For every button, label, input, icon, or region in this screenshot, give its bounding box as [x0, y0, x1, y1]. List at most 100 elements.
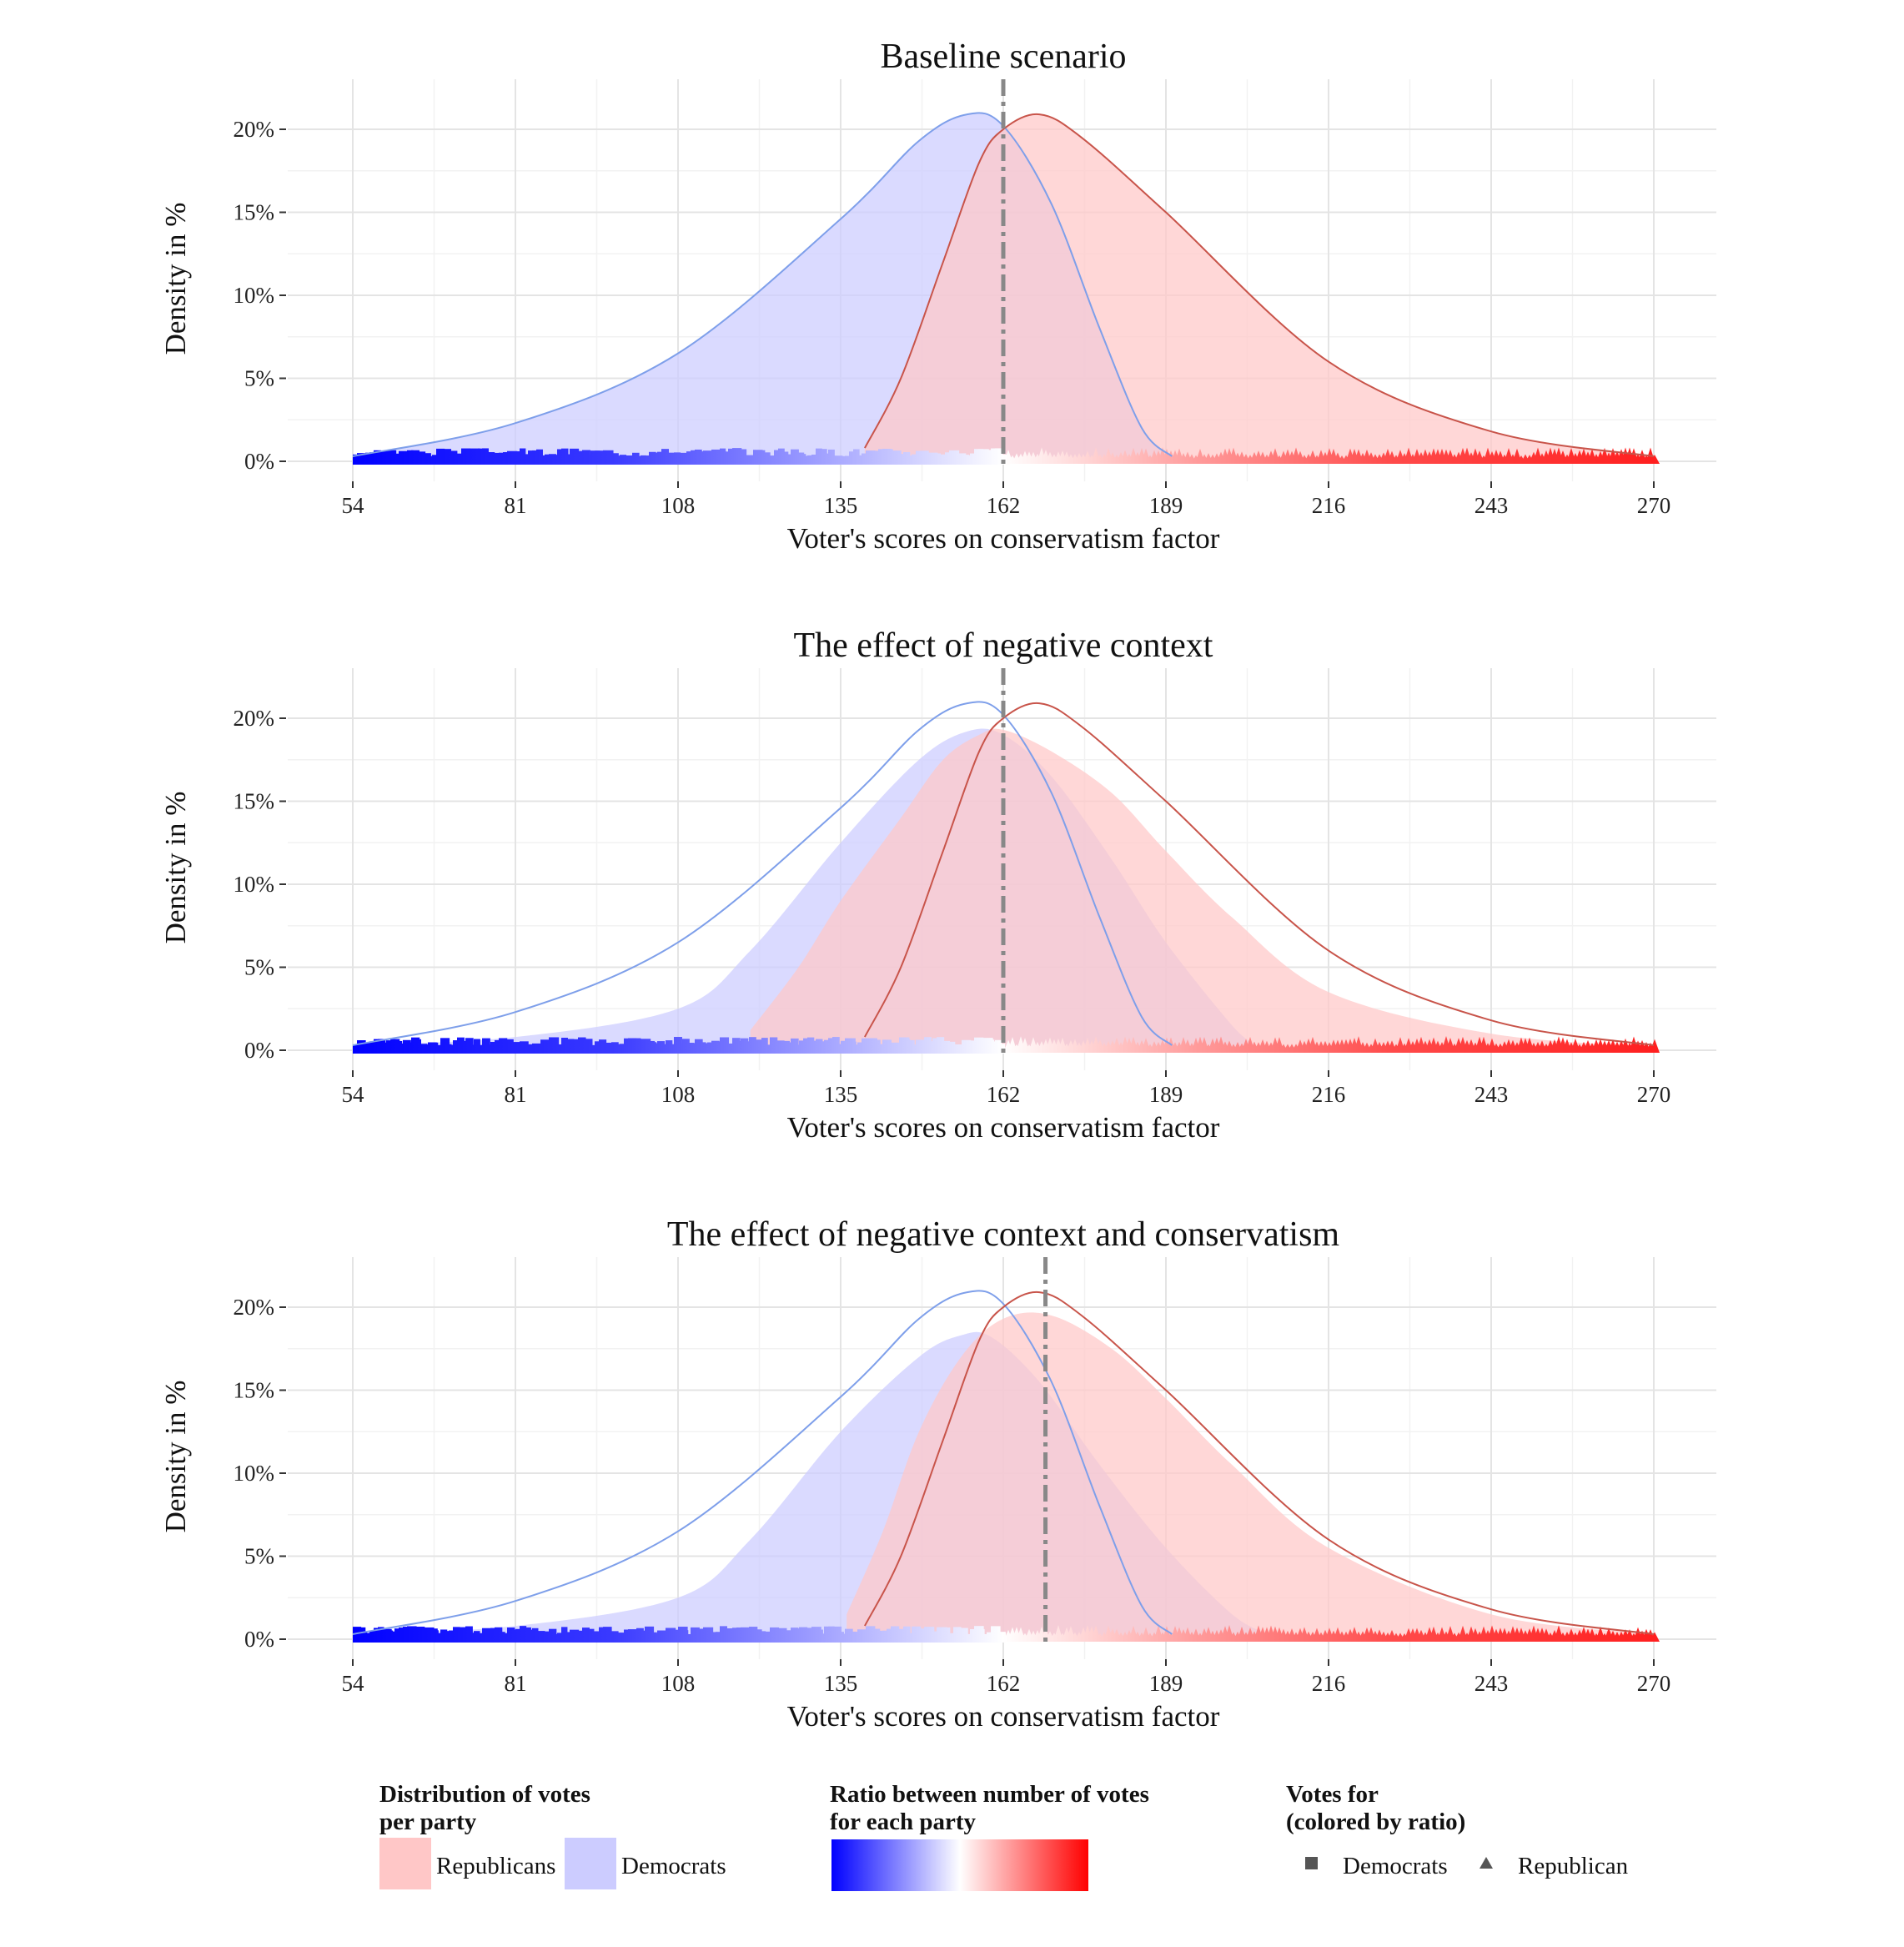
vote-marker-democrat	[657, 1041, 666, 1054]
vote-marker-democrat	[415, 451, 423, 465]
vote-marker-democrat	[553, 455, 560, 465]
vote-marker-democrat	[653, 1043, 661, 1054]
x-tick-label: 54	[342, 1671, 365, 1696]
vote-marker-republican	[1650, 1632, 1660, 1642]
vote-marker-democrat	[874, 1628, 881, 1643]
vote-marker-band	[353, 1036, 1660, 1054]
vote-marker-democrat	[620, 1633, 627, 1643]
vote-marker-democrat	[615, 455, 623, 465]
vote-marker-democrat	[937, 1037, 945, 1054]
vote-marker-democrat	[732, 1038, 741, 1054]
vote-marker-democrat	[532, 1628, 539, 1643]
vote-marker-democrat	[378, 1627, 384, 1643]
y-axis-ticks: 0% 5% 10% 15% 20%	[234, 1295, 286, 1652]
vote-markers	[353, 1625, 1660, 1643]
vote-marker-democrat	[791, 449, 799, 465]
vote-marker-democrat	[474, 455, 481, 465]
vote-marker-democrat	[365, 452, 374, 465]
y-axis-label: Density in %	[159, 792, 192, 944]
vote-marker-democrat	[586, 1628, 595, 1643]
x-tick-label: 108	[661, 1082, 696, 1107]
vote-marker-democrat	[620, 455, 627, 465]
density-areas	[353, 113, 1654, 461]
vote-marker-democrat	[874, 450, 882, 465]
density-areas	[353, 728, 1655, 1050]
vote-marker-democrat	[661, 1631, 669, 1643]
vote-marker-democrat	[907, 455, 914, 465]
legend-swatch-republicans	[379, 1838, 431, 1889]
vote-marker-democrat	[674, 1037, 682, 1054]
y-tick-label: 5%	[244, 366, 274, 391]
vote-marker-democrat	[791, 1038, 799, 1054]
y-tick-label: 10%	[234, 283, 275, 308]
vote-marker-democrat	[707, 450, 715, 465]
vote-marker-democrat	[565, 1632, 574, 1643]
legend-distribution-title: Distribution of votes	[379, 1781, 590, 1808]
vote-marker-democrat	[457, 1037, 465, 1054]
vote-marker-democrat	[453, 1627, 460, 1643]
vote-marker-democrat	[741, 1038, 749, 1054]
panel-title: Baseline scenario	[880, 38, 1126, 76]
legend-votes: Votes for (colored by ratio) Democrats R…	[1286, 1781, 1629, 1879]
x-tick-label: 270	[1637, 493, 1671, 518]
vote-marker-democrat	[636, 1042, 645, 1054]
vote-marker-democrat	[766, 1044, 772, 1054]
y-tick-label: 15%	[234, 1378, 275, 1403]
panel-negative-context-conservatism: The effect of negative context and conse…	[159, 1215, 1716, 1733]
vote-marker-democrat	[945, 1043, 952, 1054]
vote-marker-democrat	[361, 1042, 369, 1054]
vote-marker-democrat	[578, 1037, 586, 1054]
vote-marker-democrat	[774, 1631, 781, 1643]
vote-marker-democrat	[995, 1039, 1002, 1054]
y-tick-label: 0%	[244, 449, 274, 474]
legend-ratio-title-2: for each party	[830, 1809, 977, 1835]
x-tick-label: 54	[342, 493, 365, 518]
republicans-density-area	[847, 1312, 1654, 1639]
y-tick-label: 0%	[244, 1627, 274, 1652]
vote-marker-democrat	[907, 1633, 916, 1643]
vote-marker-democrat	[578, 1632, 586, 1643]
vote-marker-democrat	[932, 453, 941, 465]
vote-marker-democrat	[670, 1044, 678, 1054]
vote-marker-democrat	[857, 1042, 865, 1054]
vote-marker-democrat	[966, 455, 974, 465]
x-axis-ticks: 54 81 108 135 162 189 216 243 270	[342, 481, 1671, 518]
y-tick-label: 15%	[234, 789, 275, 814]
y-tick-label: 10%	[234, 1461, 275, 1486]
vote-marker-democrat	[561, 1038, 568, 1054]
vote-marker-democrat	[945, 452, 952, 465]
density-areas	[353, 1312, 1654, 1639]
vote-marker-democrat	[720, 448, 726, 465]
y-tick-label: 5%	[244, 955, 274, 980]
vote-marker-democrat	[878, 1630, 887, 1643]
legend-label-democrats: Democrats	[621, 1853, 726, 1879]
vote-marker-democrat	[857, 455, 866, 465]
vote-marker-democrat	[878, 1044, 885, 1054]
vote-marker-democrat	[870, 450, 877, 465]
vote-marker-democrat	[394, 1040, 403, 1054]
vote-marker-democrat	[432, 1042, 439, 1054]
vote-marker-democrat	[582, 1628, 590, 1643]
vote-marker-democrat	[649, 1042, 657, 1054]
vote-marker-democrat	[628, 455, 636, 465]
vote-marker-democrat	[499, 1632, 505, 1643]
legend-ratio: Ratio between number of votes for each p…	[830, 1781, 1149, 1891]
vote-marker-democrat	[962, 1633, 968, 1643]
vote-marker-democrat	[374, 450, 382, 465]
y-tick-label: 0%	[244, 1038, 274, 1063]
x-tick-label: 189	[1149, 1671, 1183, 1696]
legend-ratio-title: Ratio between number of votes	[830, 1781, 1149, 1808]
vote-marker-democrat	[782, 1040, 791, 1054]
vote-marker-democrat	[903, 451, 911, 465]
vote-marker-democrat	[386, 1630, 394, 1643]
vote-marker-democrat	[903, 1626, 911, 1643]
vote-marker-democrat	[649, 451, 656, 465]
vote-marker-democrat	[465, 1626, 473, 1643]
vote-marker-democrat	[707, 1042, 714, 1054]
vote-marker-democrat	[495, 1627, 503, 1643]
x-tick-label: 81	[505, 493, 527, 518]
vote-marker-democrat	[987, 1039, 995, 1054]
x-axis-ticks: 54 81 108 135 162 189 216 243 270	[342, 1659, 1670, 1696]
vote-marker-democrat	[636, 1628, 644, 1643]
